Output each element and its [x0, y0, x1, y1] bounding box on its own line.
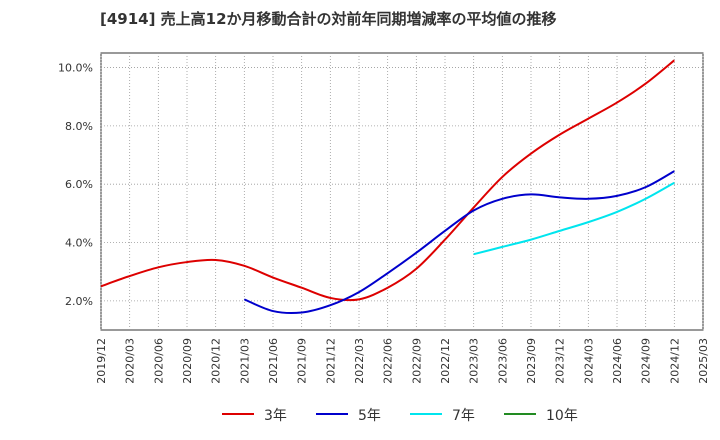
- legend-label: 10年: [546, 408, 578, 424]
- x-tick-label: 2022/12: [439, 338, 452, 384]
- series-line-5年: [243, 170, 675, 315]
- series-line-7年: [473, 181, 675, 256]
- series-line-3年: [100, 59, 675, 302]
- x-tick-label: 2022/09: [410, 338, 423, 384]
- x-tick-label: 2021/03: [238, 338, 251, 384]
- y-tick-label: 2.0%: [65, 295, 93, 308]
- x-tick-label: 2020/09: [181, 338, 194, 384]
- x-tick-label: 2023/12: [554, 338, 567, 384]
- series-lines: [100, 59, 675, 315]
- y-tick-label: 8.0%: [65, 120, 93, 133]
- legend-label: 3年: [264, 408, 287, 424]
- y-axis: 2.0% 4.0% 6.0% 8.0% 10.0%: [58, 62, 93, 308]
- x-tick-label: 2024/12: [668, 338, 681, 384]
- y-tick-label: 4.0%: [65, 237, 93, 250]
- y-tick-label: 6.0%: [65, 178, 93, 191]
- x-tick-label: 2023/03: [468, 338, 481, 384]
- chart-title: [4914] 売上高12か月移動合計の対前年同期増減率の平均値の推移: [100, 10, 557, 28]
- x-tick-label: 2020/03: [124, 338, 137, 384]
- x-tick-label: 2020/12: [210, 338, 223, 384]
- grid-lines: [100, 53, 704, 330]
- x-tick-label: 2022/06: [382, 338, 395, 384]
- legend-label: 7年: [452, 408, 475, 424]
- x-tick-label: 2023/09: [525, 338, 538, 384]
- x-tick-label: 2023/06: [496, 338, 509, 384]
- x-tick-label: 2020/06: [152, 338, 165, 384]
- x-tick-label: 2024/06: [611, 338, 624, 384]
- x-tick-label: 2024/03: [582, 338, 595, 384]
- plot-area: [100, 52, 704, 331]
- x-tick-label: 2021/06: [267, 338, 280, 384]
- x-axis: 2019/12 2020/03 2020/06 2020/09 2020/12 2021/…: [95, 338, 710, 384]
- legend: 3年 5年 7年 10年: [222, 408, 578, 424]
- x-tick-label: 2022/03: [353, 338, 366, 384]
- y-tick-label: 10.0%: [58, 62, 93, 75]
- legend-label: 5年: [358, 408, 381, 424]
- x-tick-label: 2025/03: [697, 338, 710, 384]
- x-tick-label: 2021/09: [296, 338, 309, 384]
- x-tick-label: 2019/12: [95, 338, 108, 384]
- x-tick-label: 2024/09: [640, 338, 653, 384]
- x-tick-label: 2021/12: [324, 338, 337, 384]
- plot-frame: [100, 52, 704, 331]
